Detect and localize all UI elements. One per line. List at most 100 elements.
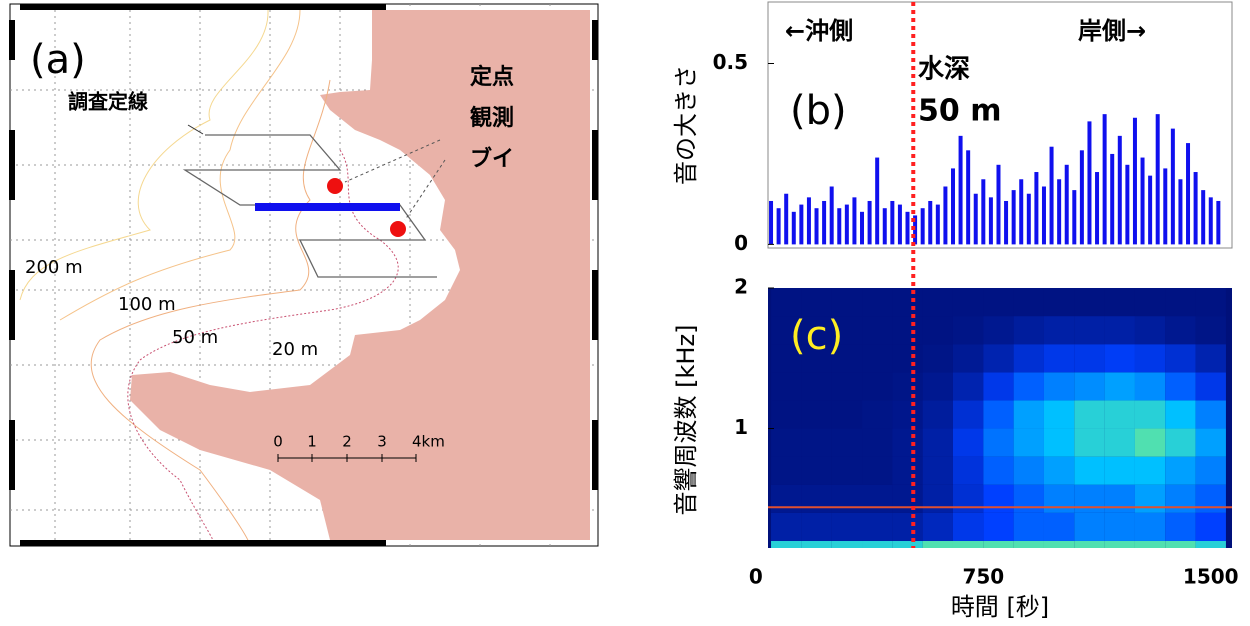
amplitude-bar [1004, 201, 1008, 244]
amplitude-bar [807, 197, 811, 244]
heatmap-cell [1105, 400, 1135, 428]
amplitude-bar [1156, 114, 1160, 244]
scale-label: 3 [377, 433, 387, 451]
amplitude-bar [1065, 165, 1069, 245]
amplitude-bar [981, 179, 985, 244]
contour-label: 200 m [25, 257, 83, 278]
heatmap-cell [1165, 372, 1195, 400]
amplitude-bar [837, 208, 841, 244]
heatmap-cell [832, 485, 862, 513]
map-label: 定点 [470, 64, 514, 90]
heatmap-cell [771, 457, 801, 485]
heatmap-cell [1105, 344, 1135, 372]
heatmap-cell [1105, 457, 1135, 485]
heatmap-cell [892, 288, 922, 316]
heatmap-cell [953, 485, 983, 513]
heatmap-cell [862, 344, 892, 372]
heatmap-cell [1074, 513, 1104, 541]
heatmap-cell [771, 372, 801, 400]
amplitude-bar [1103, 114, 1107, 244]
heatmap-cell [1014, 316, 1044, 344]
heatmap-cell [953, 344, 983, 372]
heatmap-cell [832, 429, 862, 457]
heatmap-cell [892, 400, 922, 428]
heatmap-cell [1196, 288, 1226, 316]
heatmap-cell [1044, 372, 1074, 400]
panel-label: (a) [30, 37, 86, 83]
heatmap-cell [771, 541, 801, 548]
heatmap-cell [953, 400, 983, 428]
amplitude-bar [1027, 194, 1031, 245]
amplitude-bar [1095, 172, 1099, 244]
heatmap-cell [983, 316, 1013, 344]
heatmap-cell [1165, 485, 1195, 513]
amplitude-bar [1141, 158, 1145, 245]
heatmap-cell [832, 457, 862, 485]
heatmap-cell [1014, 429, 1044, 457]
heatmap-cell [1014, 372, 1044, 400]
heatmap-cell [771, 513, 801, 541]
amplitude-bar [1216, 201, 1220, 244]
heatmap-cell [953, 429, 983, 457]
amplitude-bar [815, 208, 819, 244]
heatmap-cell [771, 485, 801, 513]
heatmap-cell [862, 485, 892, 513]
heatmap-cell [1044, 457, 1074, 485]
amplitude-bar [1057, 179, 1061, 244]
amplitude-bar [1042, 187, 1046, 245]
amplitude-bar [883, 208, 887, 244]
heatmap-cell [953, 316, 983, 344]
heatmap-cell [1165, 429, 1195, 457]
heatmap-cell [983, 400, 1013, 428]
heatmap-cell [1165, 344, 1195, 372]
heatmap-cell [771, 288, 801, 316]
heatmap-cell [1135, 429, 1165, 457]
heatmap-cell [1135, 485, 1165, 513]
heatmap-cell [1165, 288, 1195, 316]
heatmap-cell [1196, 400, 1226, 428]
heatmap-cell [1105, 541, 1135, 548]
heatmap-cell [1044, 288, 1074, 316]
panel-label: (c) [790, 313, 843, 359]
heatmap-cell [1044, 485, 1074, 513]
heatmap-cell [983, 513, 1013, 541]
heatmap-cell [862, 513, 892, 541]
heatmap-cell [1105, 485, 1135, 513]
amplitude-bar [989, 197, 993, 244]
contour-label: 20 m [272, 339, 318, 360]
y-tick-label: 0.5 [713, 50, 748, 74]
heatmap-cell [801, 457, 831, 485]
heatmap-cell [1135, 541, 1165, 548]
x-tick-label: 0 [749, 565, 763, 589]
annotation: 50 m [918, 94, 1001, 129]
heatmap-cell [892, 541, 922, 548]
heatmap-cell [801, 288, 831, 316]
amplitude-bar [1110, 154, 1114, 244]
annotation: 水深 [918, 55, 970, 85]
heatmap-cell [1014, 344, 1044, 372]
heatmap-cell [862, 316, 892, 344]
heatmap-cell [892, 372, 922, 400]
heatmap-cell [1044, 316, 1074, 344]
heatmap-cell [1105, 288, 1135, 316]
heatmap-cell [923, 485, 953, 513]
heatmap-cell [1196, 541, 1226, 548]
heatmap-cell [983, 344, 1013, 372]
heatmap-cell [923, 429, 953, 457]
amplitude-bar [799, 205, 803, 245]
heatmap-cell [1165, 541, 1195, 548]
heatmap-cell [892, 485, 922, 513]
heatmap-cell [862, 372, 892, 400]
heatmap-cell [801, 513, 831, 541]
heatmap-cell [1135, 316, 1165, 344]
heatmap-cell [1135, 372, 1165, 400]
figure: (a) 調査定線 定点 観測 ブイ 200 m 100 m 50 m 20 m … [0, 0, 1250, 622]
heatmap-cell [923, 513, 953, 541]
amplitude-bar [1118, 136, 1122, 245]
heatmap-cell [1135, 288, 1165, 316]
map-label: ブイ [470, 146, 514, 172]
amplitude-bar [996, 165, 1000, 245]
amplitude-bar [860, 212, 864, 245]
heatmap-cell [1074, 344, 1104, 372]
heatmap-cell [1135, 513, 1165, 541]
